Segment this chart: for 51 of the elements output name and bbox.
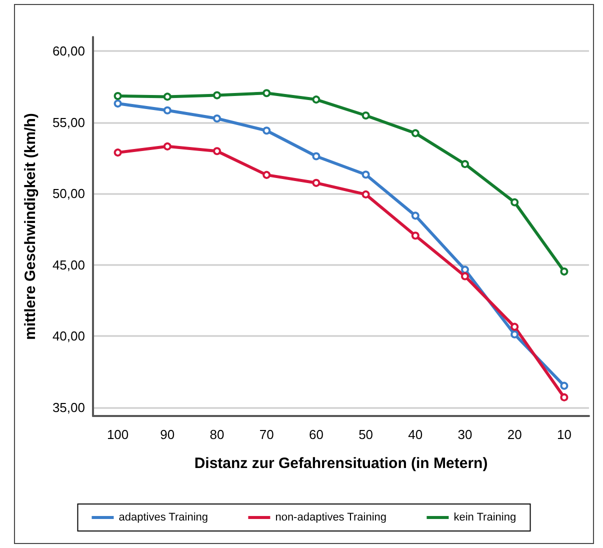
x-tick-label: 30 <box>458 427 472 442</box>
point <box>411 212 420 220</box>
point <box>362 112 370 120</box>
point <box>213 147 221 156</box>
point <box>213 91 221 100</box>
point <box>163 92 172 101</box>
y-tick-label: 45,00 <box>52 257 85 272</box>
x-tick-label: 60 <box>308 427 324 442</box>
point <box>461 272 469 280</box>
x-tick-label: 70 <box>259 427 274 442</box>
point <box>114 148 122 157</box>
legend-label: kein Training <box>454 512 516 524</box>
x-tick-label: 40 <box>408 427 423 442</box>
point <box>312 178 320 187</box>
point <box>163 106 172 114</box>
y-tick-label: 50,00 <box>52 186 85 202</box>
point <box>114 100 122 108</box>
x-tick-label: 10 <box>556 427 572 442</box>
point <box>510 322 519 331</box>
point <box>312 96 320 104</box>
x-tick-label: 50 <box>358 427 374 442</box>
y-tick-label: 55,00 <box>52 114 85 130</box>
y-tick-label: 60,00 <box>52 44 85 59</box>
point <box>560 382 568 390</box>
point <box>362 170 370 179</box>
x-tick-label: 100 <box>106 427 129 442</box>
x-tick-label: 80 <box>210 427 224 442</box>
x-tick-label: 20 <box>507 427 522 442</box>
legend-label: adaptives Training <box>118 512 208 524</box>
point <box>560 268 568 276</box>
point <box>510 330 519 338</box>
y-tick-label: 35,00 <box>52 400 85 415</box>
point <box>114 92 122 100</box>
point <box>362 190 370 198</box>
point <box>560 393 568 402</box>
point <box>510 198 519 206</box>
point <box>411 232 420 240</box>
legend-label: non-adaptives Training <box>275 512 387 524</box>
point <box>312 152 320 160</box>
y-tick-label: 40,00 <box>52 328 85 344</box>
point <box>163 142 172 150</box>
point <box>262 170 271 179</box>
point <box>262 126 271 135</box>
point <box>411 129 420 138</box>
x-axis-title: Distanz zur Gefahrensituation (in Metern) <box>194 455 488 472</box>
point <box>461 160 469 168</box>
y-axis-title: mittlere Geschwindigkeit (km/h) <box>22 113 39 340</box>
x-tick-label: 90 <box>160 427 175 442</box>
point <box>213 114 221 122</box>
point <box>262 89 271 98</box>
point <box>461 266 469 274</box>
